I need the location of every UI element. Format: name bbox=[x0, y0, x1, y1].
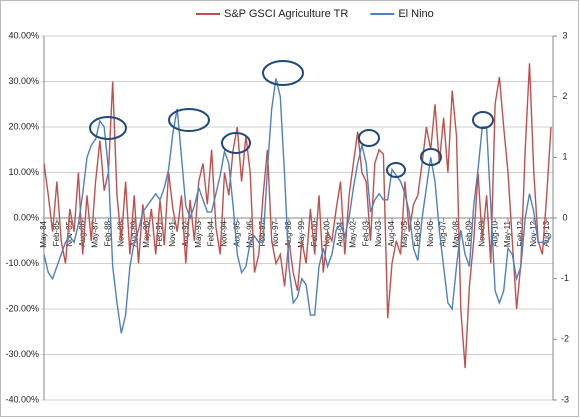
y2-tick-label: 2 bbox=[562, 91, 567, 101]
series-line bbox=[43, 63, 552, 369]
y2-tick-label: 3 bbox=[562, 30, 567, 40]
y-tick-label: -10.00% bbox=[5, 258, 39, 268]
legend-label: El Nino bbox=[398, 8, 433, 20]
x-tick-label: Feb-09 bbox=[464, 220, 473, 246]
x-tick-label: Feb-88 bbox=[104, 220, 113, 246]
y-tick-label: 20.00% bbox=[8, 121, 39, 131]
highlight-circle bbox=[89, 116, 127, 140]
y2-tick-label: -1 bbox=[561, 273, 569, 283]
x-tick-label: Nov-91 bbox=[168, 220, 177, 246]
x-tick-label: May-99 bbox=[297, 220, 306, 247]
x-tick-label: Aug-07 bbox=[439, 220, 448, 246]
x-tick-label: Aug-98 bbox=[284, 220, 293, 246]
y2-tick-label: 1 bbox=[562, 152, 567, 162]
highlight-circle bbox=[262, 60, 304, 86]
x-tick-label: Feb-91 bbox=[155, 220, 164, 246]
x-tick-label: Feb-00 bbox=[310, 220, 319, 246]
highlight-circle bbox=[221, 132, 251, 154]
y-tick-label: -30.00% bbox=[5, 349, 39, 359]
x-tick-label: May-08 bbox=[452, 220, 461, 247]
x-tick-label: Aug-95 bbox=[232, 220, 241, 246]
x-tick-label: Feb-85 bbox=[52, 220, 61, 246]
x-tick-label: Feb-06 bbox=[413, 220, 422, 246]
x-tick-label: Feb-12 bbox=[516, 220, 525, 246]
x-tick-label: Nov-85 bbox=[65, 220, 74, 246]
legend-label: S&P GSCI Agriculture TR bbox=[224, 8, 348, 20]
highlight-circle bbox=[420, 148, 442, 166]
x-tick-label: Nov-97 bbox=[271, 220, 280, 246]
series-line bbox=[43, 78, 552, 334]
x-tick-label: Aug-10 bbox=[490, 220, 499, 246]
x-tick-label: Feb-97 bbox=[258, 220, 267, 246]
x-tick-label: Nov-03 bbox=[374, 220, 383, 246]
x-tick-label: May-02 bbox=[348, 220, 357, 247]
y-tick-label: 30.00% bbox=[8, 76, 39, 86]
x-tick-label: Feb-03 bbox=[361, 220, 370, 246]
y-tick-label: -20.00% bbox=[5, 303, 39, 313]
y-tick-label: 0.00% bbox=[13, 212, 39, 222]
x-tick-label: May-93 bbox=[194, 220, 203, 247]
x-tick-label: May-96 bbox=[245, 220, 254, 247]
x-tick-label: Aug-92 bbox=[181, 220, 190, 246]
y2-tick-label: 0 bbox=[562, 212, 567, 222]
y-tick-label: -40.00% bbox=[5, 394, 39, 404]
y2-tick-label: -3 bbox=[561, 394, 569, 404]
x-tick-label: May-11 bbox=[503, 220, 512, 247]
x-tick-label: Aug-01 bbox=[336, 220, 345, 246]
x-tick-label: Feb-94 bbox=[207, 220, 216, 246]
highlight-circle bbox=[386, 162, 406, 178]
x-tick-label: Nov-94 bbox=[220, 220, 229, 246]
y2-tick-label: -2 bbox=[561, 334, 569, 344]
highlight-circle bbox=[472, 111, 494, 129]
legend: S&P GSCI Agriculture TR El Nino bbox=[196, 8, 434, 20]
x-tick-label: Nov-12 bbox=[529, 220, 538, 246]
y-tick-label: 40.00% bbox=[8, 30, 39, 40]
x-tick-label: May-84 bbox=[39, 220, 48, 247]
x-tick-label: May-87 bbox=[91, 220, 100, 247]
highlight-circle bbox=[358, 129, 380, 147]
x-tick-label: Nov-06 bbox=[426, 220, 435, 246]
x-tick-label: Aug-13 bbox=[542, 220, 551, 246]
x-tick-label: May-05 bbox=[400, 220, 409, 247]
annotations bbox=[89, 60, 494, 178]
highlight-circle bbox=[168, 108, 210, 132]
y-tick-label: 10.00% bbox=[8, 167, 39, 177]
x-tick-label: Aug-04 bbox=[387, 220, 396, 246]
x-tick-label: Aug-89 bbox=[129, 220, 138, 246]
